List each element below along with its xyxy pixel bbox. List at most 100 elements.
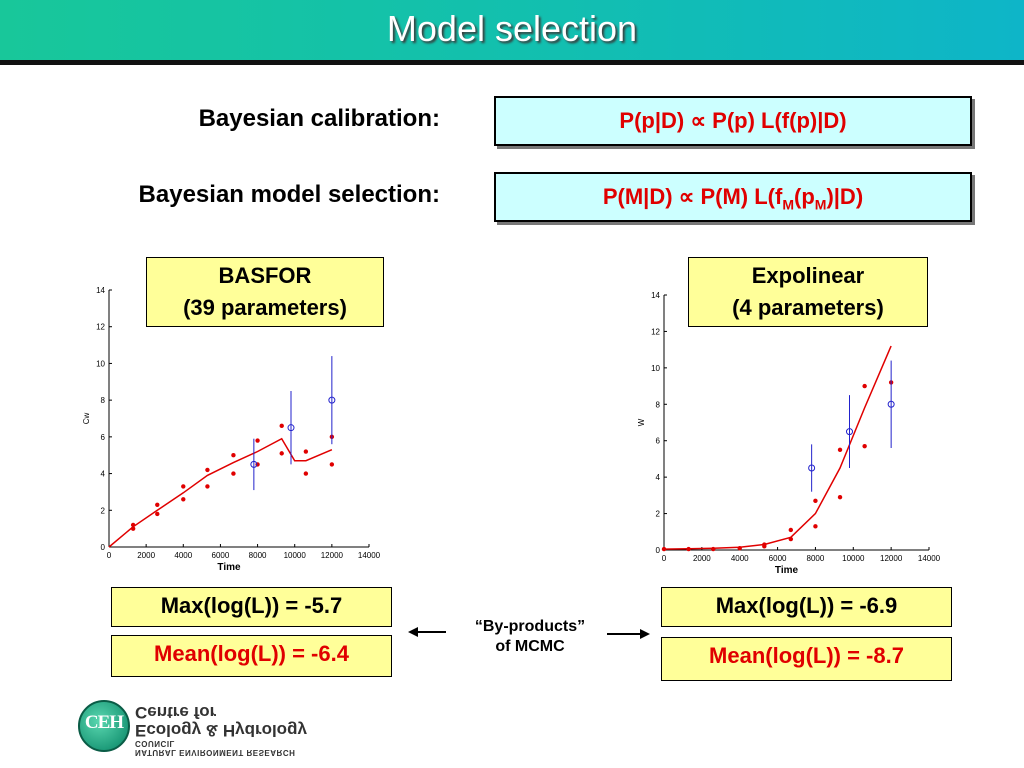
basfor-observation-point [287,424,295,432]
basfor-y-tick-label: 12 [96,323,105,332]
basfor-y-tick-label: 6 [101,433,106,442]
ceh-logo-abbr: CEH [84,712,124,733]
basfor-ensemble-point [255,438,260,443]
expolinear-observation-point [808,464,816,472]
calibration-formula-box: P(p|D) ∝ P(p) L(f(p)|D) [494,96,972,146]
ceh-logo-text: NATURAL ENVIRONMENT RESEARCH COUNCIL Eco… [135,703,335,757]
expolinear-mean-log-l: Mean(log(L)) = -8.7 [661,637,952,681]
basfor-observation-point [250,460,258,468]
expolinear-chart: 0 2000 4000 6000 8000 10000 12000 14000 0 2 4 6 8 10 1… [637,291,941,576]
expolinear-y-tick-label: 4 [656,473,661,482]
basfor-x-tick-label: 6000 [212,551,230,560]
ceh-logo-line1: Centre for [135,703,217,722]
basfor-ensemble-point [279,423,284,429]
basfor-model-line [108,437,333,548]
arrows [408,627,650,639]
basfor-x-tick-label: 8000 [249,551,267,560]
expolinear-x-tick-label: 4000 [731,554,749,563]
expolinear-ensemble-point [686,546,691,552]
basfor-name: BASFOR [218,263,312,288]
basfor-x-tick-label: 10000 [284,551,307,560]
basfor-x-tick-label: 0 [107,551,112,560]
expolinear-model-box: Expolinear (4 parameters) [688,257,928,327]
expolinear-ensemble-point [837,447,843,453]
ceh-logo-line3: NATURAL ENVIRONMENT RESEARCH COUNCIL [135,739,296,757]
expolinear-y-label: W [637,418,646,426]
basfor-y-label: Cw [82,413,91,425]
byproducts-line2: of MCMC [495,638,565,655]
expolinear-ensemble-point [788,527,794,533]
basfor-ensemble-point [181,497,186,502]
basfor-ensemble-point [130,526,136,531]
basfor-x-tick-label: 4000 [174,551,192,560]
basfor-mean-log-l: Mean(log(L)) = -6.4 [111,635,392,677]
expolinear-y-tick-label: 0 [656,546,661,555]
basfor-y-tick-label: 8 [101,396,106,405]
calibration-formula: P(p|D) ∝ P(p) L(f(p)|D) [619,108,847,133]
basfor-x-label: Time [217,562,241,573]
ceh-logo-icon [78,700,130,752]
expolinear-ensemble-point [837,494,843,500]
basfor-y-tick-label: 0 [101,543,106,552]
selection-formula-part3: )|D) [826,184,864,209]
expolinear-ensemble-point [788,536,794,542]
expolinear-ensemble-point [711,546,716,552]
calibration-label: Bayesian calibration: [198,105,440,132]
expolinear-x-tick-label: 10000 [842,554,865,563]
basfor-ensemble-point [279,451,284,456]
selection-formula-sub1: M [782,196,795,213]
selection-label: Bayesian model selection: [138,181,440,208]
selection-formula-part1: P(M|D) ∝ P(M) L(f [602,184,783,209]
basfor-x-tick-label: 14000 [358,551,381,560]
selection-formula-box: P(M|D) ∝ P(M) L(fM(pM)|D) [494,172,972,222]
expolinear-ensemble-point [813,524,818,529]
expolinear-x-tick-label: 14000 [918,554,941,563]
basfor-ensemble-point [329,462,335,467]
expolinear-y-tick-label: 8 [656,400,661,409]
expolinear-x-tick-label: 2000 [693,554,711,563]
expolinear-y-tick-label: 14 [651,291,660,300]
expolinear-y-tick-label: 2 [656,510,661,519]
basfor-ensemble-point [155,502,160,507]
expolinear-observation-point [887,400,895,408]
expolinear-x-tick-label: 12000 [880,554,903,563]
expolinear-model-line [663,345,892,550]
basfor-y-tick-label: 2 [101,506,106,515]
basfor-model-box: BASFOR (39 parameters) [146,257,384,327]
expolinear-ensemble-point [862,383,867,389]
expolinear-ensemble-point [737,545,742,551]
selection-formula-part2: (p [794,184,815,209]
expolinear-x-tick-label: 8000 [807,554,825,563]
basfor-params: (39 parameters) [183,295,347,320]
basfor-ensemble-point [303,471,309,476]
slide-title: Model selection [386,8,638,49]
basfor-ensemble-point [205,467,210,473]
basfor-y-tick-label: 4 [101,470,106,479]
expolinear-x-label: Time [775,565,799,576]
basfor-y-tick-label: 14 [96,286,105,295]
expolinear-observation-point [846,428,853,436]
expolinear-y-tick-label: 12 [651,327,660,336]
basfor-x-tick-label: 12000 [321,551,344,560]
expolinear-max-log-l: Max(log(L)) = -6.9 [661,587,952,627]
basfor-max-log-l: Max(log(L)) = -5.7 [111,587,392,627]
basfor-ensemble-point [205,484,210,489]
expolinear-y-tick-label: 6 [656,437,661,446]
basfor-ensemble-point [155,511,160,517]
expolinear-ensemble-point [862,443,867,449]
basfor-chart: 0 2000 4000 6000 8000 10000 12000 14000 0 2 4 6 8 10 1… [82,286,381,573]
right-arrow-head [640,629,650,639]
left-arrow-head [408,627,418,637]
basfor-ensemble-point [130,522,136,528]
expolinear-ensemble-point [762,542,767,547]
expolinear-ensemble-point [813,498,818,504]
basfor-ensemble-point [231,453,236,458]
expolinear-ensemble-point [661,546,667,552]
byproducts-note: “By-products” of MCMC [455,617,605,657]
basfor-ensemble-point [231,471,236,476]
basfor-ensemble-point [303,449,309,454]
basfor-ensemble-point [181,484,186,489]
basfor-y-tick-label: 10 [96,359,105,368]
expolinear-x-tick-label: 6000 [769,554,787,563]
expolinear-name: Expolinear [751,263,865,288]
